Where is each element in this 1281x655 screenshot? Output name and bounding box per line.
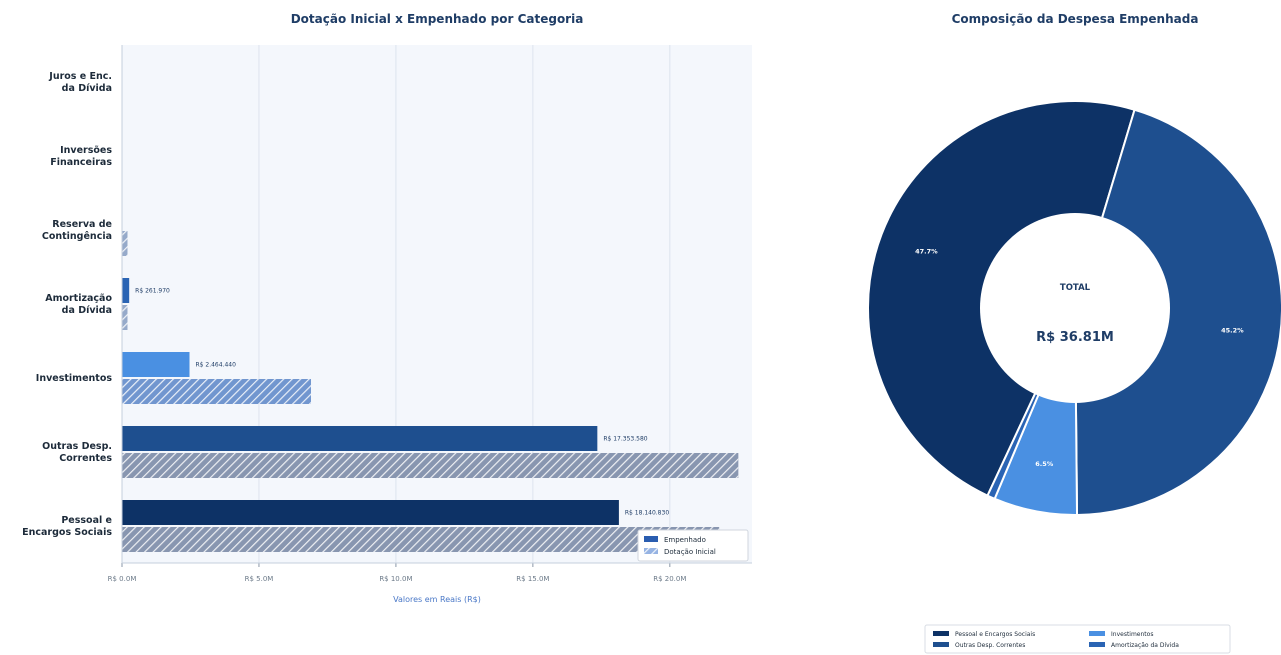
category-label: Inversões Financeiras [50, 145, 112, 168]
category-label: Outras Desp. Correntes [42, 441, 112, 464]
x-tick-label: R$ 20.0M [653, 575, 686, 583]
x-tick-label: R$ 0.0M [108, 575, 137, 583]
bar-hatch [122, 231, 128, 256]
x-axis-label: Valores em Reais (R$) [393, 595, 481, 604]
legend-swatch [644, 536, 658, 542]
x-tick-label: R$ 10.0M [379, 575, 412, 583]
donut-legend-swatch [1089, 642, 1105, 647]
plot-area [122, 45, 752, 563]
category-label: Investimentos [36, 373, 113, 384]
bar-legend [637, 529, 749, 562]
legend-label: Dotação Inicial [664, 548, 716, 556]
donut-legend-label: Investimentos [1111, 631, 1153, 638]
donut-legend-box [924, 624, 1231, 654]
category-label: Amortização da Dívida [45, 293, 112, 316]
category-label: Reserva de Contingência [42, 219, 112, 242]
donut-legend-swatch [933, 631, 949, 636]
donut-legend-swatch [933, 642, 949, 647]
slice-percent-label: 6.5% [1035, 460, 1054, 468]
bar-empenhado [122, 426, 598, 451]
bar-value-label: R$ 261.970 [135, 288, 170, 295]
donut-legend: Pessoal e Encargos Sociais Outras Desp. C… [924, 624, 1231, 654]
legend-label: Empenhado [664, 536, 706, 544]
bar-empenhado [122, 352, 190, 377]
x-tick-label: R$ 5.0M [245, 575, 274, 583]
legend-swatch-hatch [644, 548, 658, 554]
bar-hatch [122, 527, 720, 552]
bar-empenhado [122, 278, 130, 303]
slice-percent-label: 47.7% [915, 247, 938, 255]
donut-legend-label: Outras Desp. Correntes [955, 642, 1025, 649]
donut-hole [980, 213, 1170, 403]
bar-chart: R$ 0.0M R$ 5.0M R$ 10.0M R$ 15.0M R$ 20.0M Va… [22, 45, 752, 604]
donut-chart-title: Composição da Despesa Empenhada [951, 12, 1199, 26]
bar-value-label: R$ 17.353.580 [603, 436, 647, 443]
bar-value-label: R$ 18.140.830 [625, 510, 669, 517]
slice-percent-label: 45.2% [1221, 326, 1244, 334]
bar-empenhado [122, 500, 619, 525]
donut-legend-label: Pessoal e Encargos Sociais [955, 631, 1035, 638]
donut-slice [1073, 108, 1281, 517]
category-label: Pessoal e Encargos Sociais [22, 515, 112, 538]
bar-hatch [122, 453, 739, 478]
donut-center-value: R$ 36.81M [1036, 330, 1114, 345]
category-label: Juros e Enc. da Dívida [48, 71, 112, 94]
donut-legend-swatch [1089, 631, 1105, 636]
bar-hatch [122, 379, 311, 404]
x-tick-label: R$ 15.0M [516, 575, 549, 583]
donut-center-label: TOTAL [1060, 283, 1091, 293]
bar-value-label: R$ 2.464.440 [196, 362, 237, 369]
donut-chart: 47.7% 45.2% 6.5% TOTAL R$ 36.81M [867, 100, 1281, 517]
donut-legend-label: Amortização da Dívida [1111, 642, 1179, 649]
bar-hatch [122, 305, 128, 330]
bar-chart-title: Dotação Inicial x Empenhado por Categori… [290, 12, 584, 26]
